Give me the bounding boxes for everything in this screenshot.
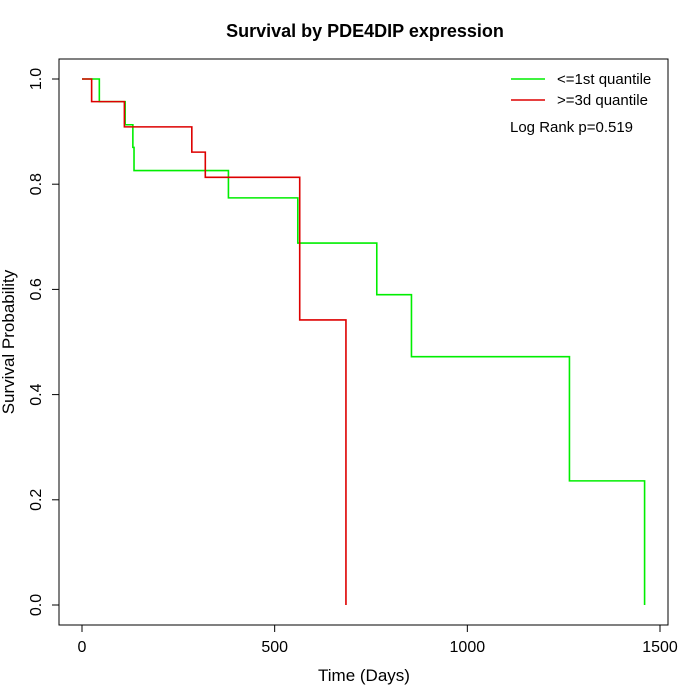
chart-title: Survival by PDE4DIP expression [226,21,504,41]
series-group [82,78,646,605]
x-axis-title: Time (Days) [318,666,410,685]
legend-label-1: >=3d quantile [557,92,648,109]
x-tick-label: 500 [261,639,288,656]
series-line-1 [82,78,347,605]
y-axis-title: Survival Probability [0,269,18,414]
x-tick-label: 1000 [450,639,486,656]
y-tick-label: 0.6 [28,278,45,300]
legend-label-0: <=1st quantile [557,71,651,88]
y-tick-label: 0.2 [28,489,45,511]
y-tick-label: 0.4 [28,383,45,405]
x-tick-label: 0 [78,639,87,656]
series-line-0 [82,78,646,605]
x-axis: 0 500 1000 1500 [78,624,678,656]
x-tick-label: 1500 [642,639,678,656]
plot-frame [58,58,669,626]
y-axis: 0.0 0.2 0.4 0.6 0.8 1.0 [28,68,60,616]
legend: <=1st quantile >=3d quantile [511,71,651,109]
y-tick-label: 0.8 [28,173,45,195]
y-tick-label: 0.0 [28,594,45,616]
y-tick-label: 1.0 [28,68,45,90]
log-rank-annotation: Log Rank p=0.519 [510,119,633,136]
